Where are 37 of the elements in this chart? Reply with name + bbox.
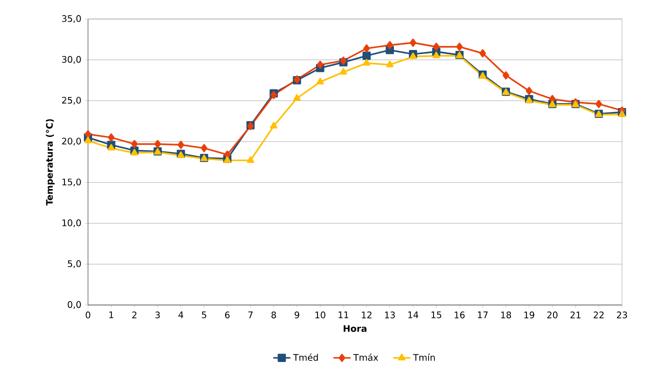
x-tick-label: 9 (294, 312, 300, 318)
legend-label: Tméd (293, 354, 318, 361)
x-tick-label: 10 (315, 312, 326, 318)
x-tick-label: 1 (109, 312, 114, 318)
x-tick-label: 6 (225, 312, 230, 318)
y-tick-label: 10,0 (62, 219, 81, 228)
x-tick-label: 18 (501, 312, 512, 318)
x-tick-label: 11 (338, 312, 348, 318)
x-tick-label: 15 (432, 312, 442, 318)
y-tick-label: 5,0 (68, 260, 81, 268)
x-axis-title: Hora (344, 325, 366, 332)
x-tick-label: 4 (178, 312, 184, 318)
y-tick-label: 15,0 (62, 178, 81, 186)
x-tick-label: 19 (524, 312, 534, 318)
x-tick-label: 5 (202, 312, 206, 318)
y-axis-title: Temperatura (°C) (46, 119, 55, 206)
y-tick-label: 30,0 (62, 56, 81, 64)
y-tick-label: 35,0 (62, 15, 81, 23)
x-tick-label: 22 (594, 312, 604, 318)
x-tick-label: 20 (547, 312, 558, 318)
x-tick-label: 3 (155, 312, 160, 318)
y-tick-label: 25,0 (62, 96, 81, 105)
x-tick-label: 7 (248, 312, 253, 318)
legend-label: Tmín (413, 354, 435, 361)
x-tick-label: 17 (478, 312, 488, 318)
x-tick-label: 23 (616, 312, 628, 318)
x-tick-label: 16 (454, 312, 465, 318)
y-tick-label: 0,0 (68, 301, 81, 309)
x-tick-label: 14 (408, 312, 418, 318)
x-tick-label: 12 (362, 312, 372, 318)
x-tick-label: 13 (385, 312, 395, 318)
x-tick-label: 8 (271, 312, 276, 318)
x-tick-label: 21 (570, 312, 580, 318)
legend-label: Tmáx (353, 354, 378, 361)
x-tick-label: 0 (86, 312, 90, 318)
x-tick-label: 2 (132, 312, 136, 318)
y-tick-label: 20,0 (62, 138, 81, 146)
